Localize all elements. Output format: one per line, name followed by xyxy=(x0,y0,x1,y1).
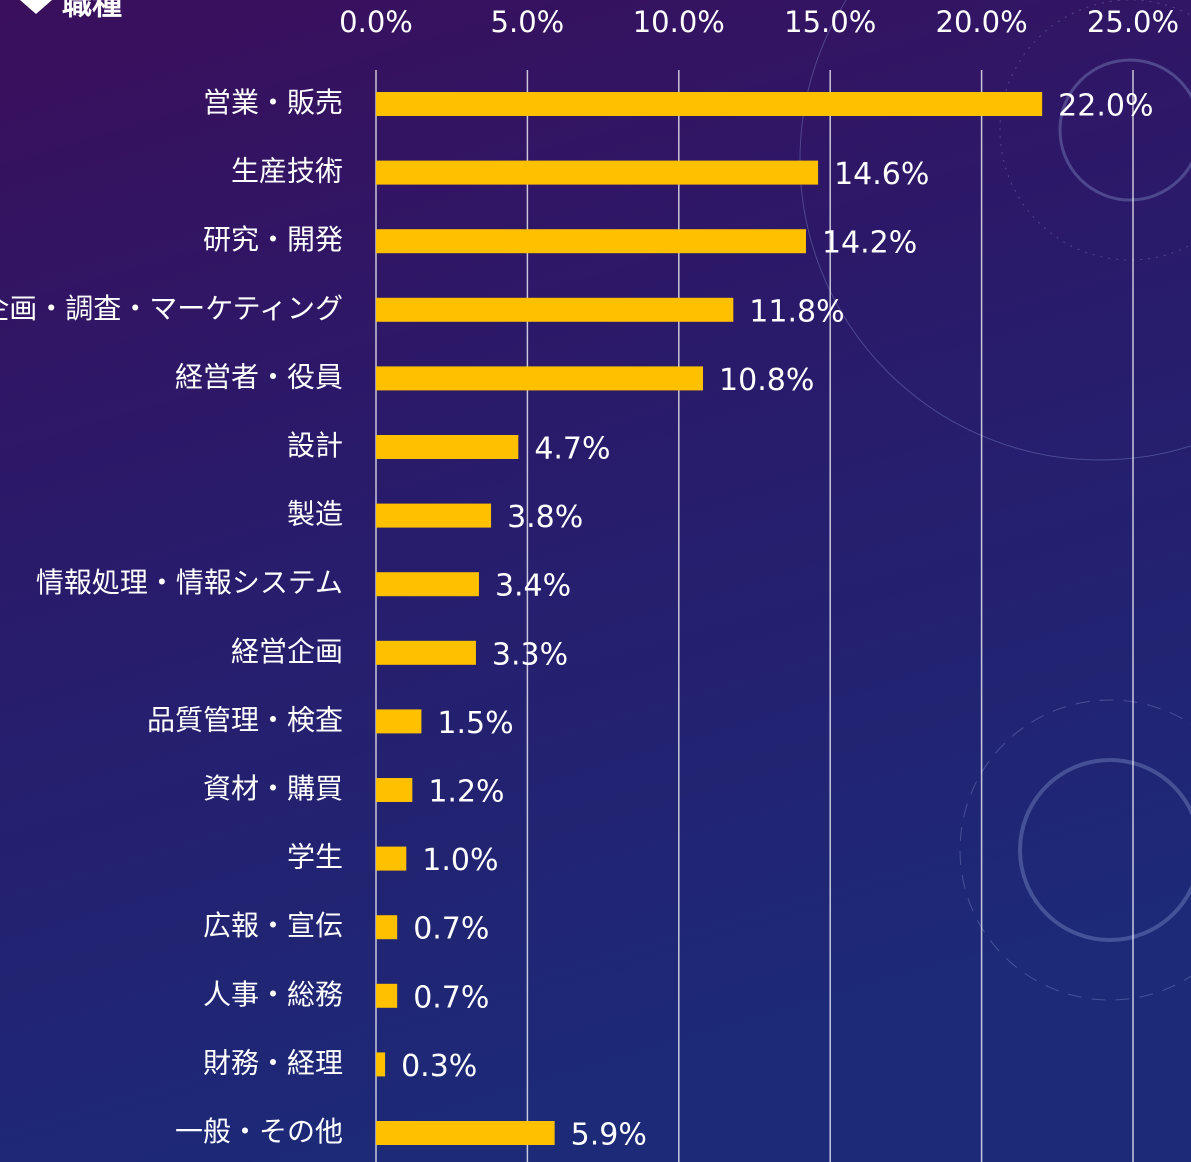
value-label: 14.6% xyxy=(834,157,929,192)
value-label: 3.4% xyxy=(495,569,571,604)
bar xyxy=(376,915,398,940)
value-label: 3.8% xyxy=(507,500,583,535)
bar xyxy=(376,846,407,871)
chart-title: 職種 xyxy=(62,0,122,23)
bar xyxy=(376,92,1043,116)
y-tick-label: 企画・調査・マーケティング xyxy=(0,292,343,325)
x-tick-label: 25.0% xyxy=(1087,5,1179,39)
value-label: 3.3% xyxy=(492,637,568,672)
y-tick-label: 一般・その他 xyxy=(175,1115,343,1148)
y-tick-label: 広報・宣伝 xyxy=(203,909,343,942)
x-tick-label: 20.0% xyxy=(936,5,1028,39)
bar xyxy=(376,778,413,802)
bar xyxy=(376,709,422,734)
value-label: 1.2% xyxy=(428,775,504,810)
value-label: 5.9% xyxy=(571,1118,647,1153)
y-tick-label: 人事・総務 xyxy=(203,978,343,1011)
x-tick-label: 5.0% xyxy=(491,5,565,39)
bar xyxy=(376,297,734,322)
value-label: 22.0% xyxy=(1058,89,1153,124)
y-tick-label: 生産技術 xyxy=(231,155,343,188)
value-label: 0.7% xyxy=(413,980,489,1015)
y-tick-label: 品質管理・検査 xyxy=(147,703,343,736)
y-tick-label: 学生 xyxy=(287,841,343,874)
y-tick-label: 経営者・役員 xyxy=(175,360,343,393)
bar xyxy=(376,572,479,597)
x-tick-label: 0.0% xyxy=(339,5,413,39)
value-label: 1.0% xyxy=(422,843,498,878)
y-tick-label: 財務・経理 xyxy=(203,1046,343,1079)
y-tick-label: 資材・購買 xyxy=(203,772,343,805)
bar xyxy=(376,640,476,665)
title-marker xyxy=(20,0,52,14)
y-tick-label: 製造 xyxy=(287,498,343,531)
bar xyxy=(376,160,819,185)
bar xyxy=(376,366,704,391)
x-tick-label: 15.0% xyxy=(784,5,876,39)
value-label: 10.8% xyxy=(719,363,814,398)
bar xyxy=(376,983,398,1008)
y-tick-label: 設計 xyxy=(287,429,343,462)
value-label: 11.8% xyxy=(749,294,844,329)
decoration xyxy=(799,0,1191,1001)
value-label: 0.7% xyxy=(413,912,489,947)
value-label: 0.3% xyxy=(401,1049,477,1084)
y-tick-label: 営業・販売 xyxy=(203,86,343,119)
value-label: 14.2% xyxy=(822,226,917,261)
value-label: 4.7% xyxy=(534,432,610,467)
bar xyxy=(376,1121,555,1145)
bar xyxy=(376,435,519,459)
value-label: 1.5% xyxy=(437,706,513,741)
bar xyxy=(376,1052,386,1077)
bar xyxy=(376,229,806,254)
bar xyxy=(376,503,492,528)
y-tick-label: 研究・開発 xyxy=(203,223,343,256)
x-tick-label: 10.0% xyxy=(633,5,725,39)
y-tick-label: 情報処理・情報システム xyxy=(36,566,343,599)
y-tick-label: 経営企画 xyxy=(231,635,343,668)
